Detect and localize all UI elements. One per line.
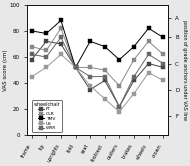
FT bbox=[74, 66, 77, 68]
US bbox=[45, 66, 48, 68]
Line: FT: FT bbox=[30, 40, 165, 108]
Legend: FT, OLR, TMV, US, WRR: FT, OLR, TMV, US, WRR bbox=[32, 100, 62, 132]
Line: OLR: OLR bbox=[30, 27, 165, 87]
TMV bbox=[118, 59, 120, 61]
WRR bbox=[162, 63, 164, 65]
FT bbox=[89, 89, 91, 91]
OLR bbox=[147, 40, 150, 42]
WRR bbox=[147, 53, 150, 55]
Y-axis label: VAS score (cm): VAS score (cm) bbox=[3, 49, 8, 91]
WRR bbox=[60, 36, 62, 38]
US bbox=[147, 72, 150, 74]
FT bbox=[45, 40, 48, 42]
OLR bbox=[89, 66, 91, 68]
US bbox=[162, 80, 164, 82]
Line: TMV: TMV bbox=[30, 19, 165, 69]
OLR bbox=[60, 27, 62, 29]
TMV bbox=[89, 40, 91, 42]
US bbox=[60, 53, 62, 55]
FT bbox=[133, 80, 135, 82]
WRR bbox=[89, 76, 91, 78]
US bbox=[118, 111, 120, 113]
Line: US: US bbox=[30, 53, 165, 114]
OLR bbox=[74, 66, 77, 68]
WRR bbox=[31, 53, 33, 55]
OLR bbox=[31, 45, 33, 47]
FT bbox=[60, 43, 62, 45]
TMV bbox=[104, 45, 106, 47]
US bbox=[104, 98, 106, 100]
WRR bbox=[45, 56, 48, 58]
FT bbox=[162, 66, 164, 68]
OLR bbox=[162, 53, 164, 55]
US bbox=[89, 85, 91, 87]
OLR bbox=[104, 69, 106, 71]
US bbox=[133, 93, 135, 95]
TMV bbox=[133, 45, 135, 47]
US bbox=[31, 76, 33, 78]
US bbox=[74, 66, 77, 68]
FT bbox=[147, 63, 150, 65]
OLR bbox=[118, 85, 120, 87]
FT bbox=[104, 80, 106, 82]
TMV bbox=[45, 33, 48, 35]
Y-axis label: position of grade anchors under VAS line: position of grade anchors under VAS line bbox=[182, 20, 187, 120]
OLR bbox=[133, 59, 135, 61]
TMV bbox=[147, 27, 150, 29]
TMV bbox=[162, 36, 164, 38]
WRR bbox=[104, 76, 106, 78]
OLR bbox=[45, 49, 48, 51]
TMV bbox=[31, 30, 33, 32]
TMV bbox=[60, 19, 62, 21]
WRR bbox=[133, 76, 135, 78]
Line: WRR: WRR bbox=[30, 36, 165, 108]
TMV bbox=[74, 66, 77, 68]
FT bbox=[118, 106, 120, 108]
FT bbox=[31, 59, 33, 61]
WRR bbox=[74, 66, 77, 68]
WRR bbox=[118, 106, 120, 108]
